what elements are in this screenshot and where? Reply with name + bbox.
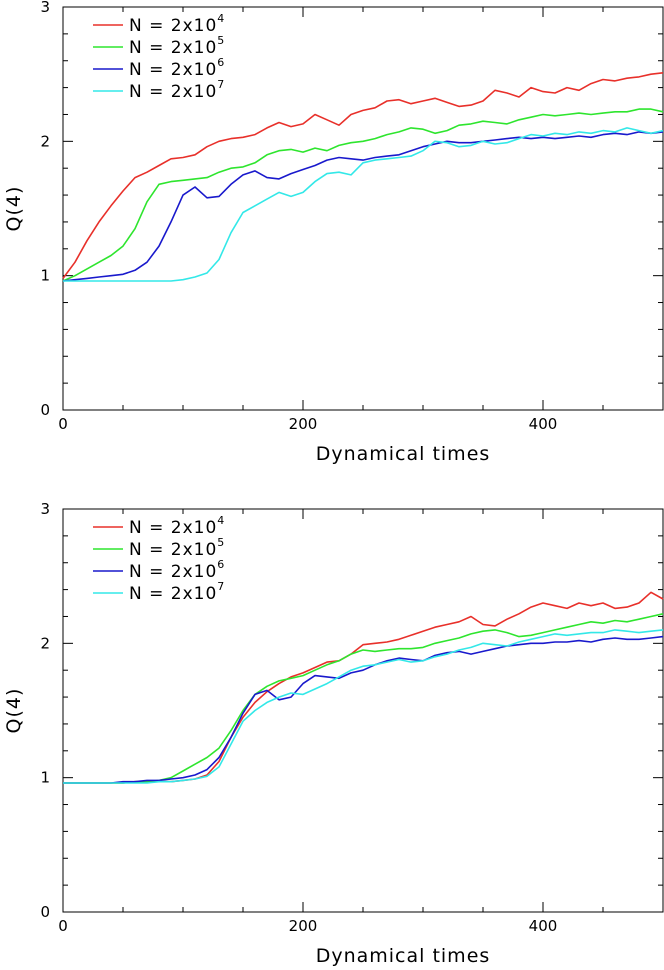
legend-label-exponent: 5 [217,536,225,549]
series-line-5 [63,613,664,784]
x-tick-label: 200 [289,415,318,433]
legend-label: N = 2x105 [129,34,225,58]
y-tick-label: 0 [40,401,50,419]
legend-label: N = 2x107 [129,580,225,604]
legend-label: N = 2x104 [129,12,225,36]
x-tick-label: 0 [58,917,68,935]
y-axis-title: Q(4) [3,186,25,232]
series-line-7 [63,127,664,282]
legend-label-exponent: 6 [217,558,225,571]
legend-label-base: N = 2x10 [129,518,217,538]
y-tick-label: 1 [40,769,50,787]
legend-label-base: N = 2x10 [129,584,217,604]
x-tick-label: 0 [58,415,68,433]
y-tick-label: 1 [40,267,50,285]
legend-label: N = 2x104 [129,514,225,538]
legend-label-base: N = 2x10 [129,82,217,102]
x-tick-label: 200 [289,917,318,935]
x-axis-title: Dynamical times [316,443,491,465]
legend-label-exponent: 6 [217,56,225,69]
y-tick-label: 2 [40,132,50,150]
y-tick-label: 3 [40,500,50,518]
legend-label: N = 2x106 [129,56,225,80]
x-axis-title: Dynamical times [316,945,491,967]
legend-label-base: N = 2x10 [129,38,217,58]
series-line-6 [62,131,664,282]
legend-label-base: N = 2x10 [129,540,217,560]
legend-label: N = 2x106 [129,558,225,582]
legend-label-exponent: 5 [217,34,225,47]
series-line-6 [63,635,664,784]
series-line-4 [63,591,664,784]
legend-label: N = 2x105 [129,536,225,560]
legend-label-exponent: 4 [217,514,225,527]
legend-label-base: N = 2x10 [129,60,217,80]
legend-label-exponent: 7 [217,78,225,91]
series-line-5 [62,108,664,282]
legend-label-exponent: 4 [217,12,225,25]
series-line-7 [63,629,664,784]
x-tick-label: 400 [529,415,558,433]
y-tick-label: 3 [40,0,50,16]
legend-label: N = 2x107 [129,78,225,102]
series-line-4 [62,72,664,279]
x-tick-label: 400 [529,917,558,935]
legend-label-base: N = 2x10 [129,16,217,36]
legend-label-base: N = 2x10 [129,562,217,582]
y-tick-label: 2 [40,634,50,652]
legend-label-exponent: 7 [217,580,225,593]
y-tick-label: 0 [40,903,50,921]
y-axis-title: Q(4) [3,688,25,734]
